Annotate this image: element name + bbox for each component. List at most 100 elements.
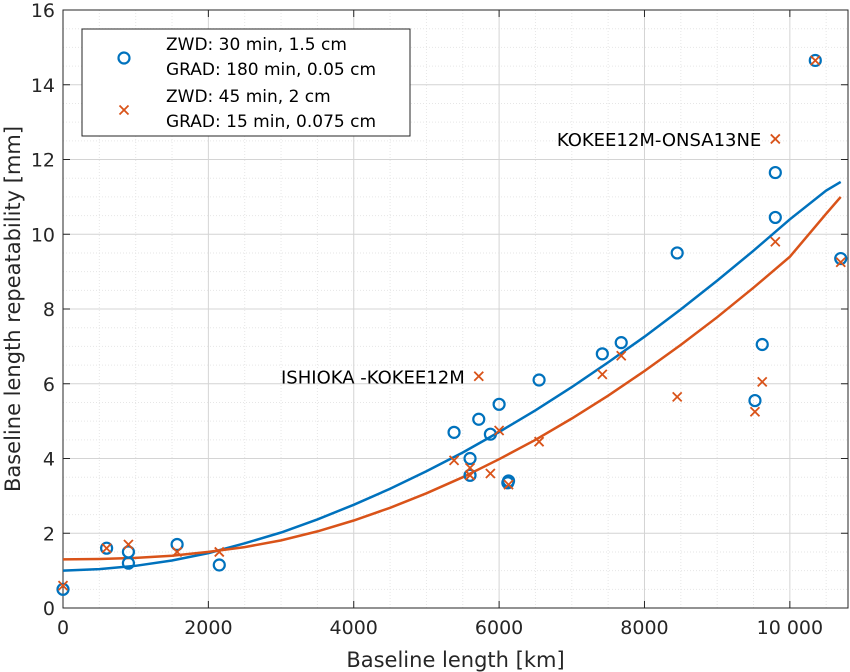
data-point-circle [501, 474, 516, 488]
x-tick-label: 10 000 [757, 617, 823, 639]
x-marker-stroke [123, 539, 134, 550]
data-point-x [448, 455, 460, 466]
data-point-x [118, 104, 130, 116]
x-marker-stroke [101, 543, 112, 554]
data-point-circle [100, 541, 114, 555]
x-marker-stroke [214, 546, 225, 558]
data-point-x [757, 376, 768, 388]
data-point-circle [614, 336, 628, 350]
y-tick-label: 6 [43, 374, 55, 396]
x-marker-stroke [473, 371, 484, 382]
y-tick-label: 14 [31, 75, 55, 97]
x-tick-label: 8000 [620, 617, 668, 639]
y-tick-label: 2 [43, 523, 55, 545]
x-marker-stroke [597, 369, 608, 380]
data-point-circle [670, 246, 684, 260]
data-point-circle [768, 210, 782, 225]
legend: ZWD: 30 min, 1.5 cm GRAD: 180 min, 0.05 c… [81, 28, 411, 137]
x-marker-stroke [171, 546, 183, 558]
y-tick-label: 12 [31, 150, 55, 172]
data-point-x [171, 546, 183, 558]
x-marker-stroke [57, 580, 69, 591]
data-point-x [533, 436, 545, 447]
data-point-x [616, 350, 627, 361]
x-marker-stroke [493, 425, 505, 436]
y-tick-label: 10 [31, 224, 55, 246]
data-point-circle [834, 251, 848, 266]
data-point-circle [748, 393, 762, 408]
x-marker-stroke [464, 470, 476, 481]
data-point-circle [463, 451, 477, 466]
annotation-label: ISHIOKA -KOKEE12M [281, 367, 465, 388]
legend-entry-line: ZWD: 45 min, 2 cm [166, 87, 331, 107]
x-marker-stroke [672, 391, 683, 402]
annotation-label: KOKEE12M-ONSA13NE [557, 130, 761, 151]
data-point-circle [472, 412, 486, 426]
x-marker-stroke [464, 462, 476, 473]
x-tick-label: 0 [57, 617, 69, 639]
data-point-x [503, 479, 514, 490]
data-point-circle [463, 468, 477, 482]
y-tick-label: 4 [43, 449, 55, 471]
data-point-x [101, 543, 112, 554]
y-tick-label: 16 [31, 0, 55, 22]
x-marker-stroke [485, 468, 496, 479]
y-tick-label: 8 [43, 299, 55, 321]
data-point-x [473, 371, 484, 382]
data-point-x [214, 546, 225, 558]
data-point-circle [212, 558, 226, 572]
x-marker-stroke [835, 257, 846, 268]
data-point-circle [768, 165, 782, 180]
x-marker-stroke [757, 376, 768, 388]
x-marker-stroke [810, 55, 821, 66]
data-point-x [770, 236, 781, 247]
x-marker-stroke [503, 479, 514, 490]
data-point-circle [595, 347, 609, 361]
legend-box [81, 28, 411, 137]
axis-ticks: 0 2000 4000 6000 8000 10 000 0 2 4 6 8 10 12 14 16 [31, 0, 848, 639]
data-point-x [672, 391, 683, 402]
data-point-x [123, 539, 134, 550]
data-point-x [464, 470, 476, 481]
x-marker-stroke [448, 455, 460, 466]
legend-entry-line: GRAD: 15 min, 0.075 cm [166, 112, 376, 132]
data-point-circle [755, 337, 769, 352]
data-point-x [493, 425, 505, 436]
data-point-x [810, 55, 821, 66]
x-tick-label: 6000 [475, 617, 523, 639]
x-marker-stroke [118, 104, 130, 116]
data-point-circle [447, 425, 461, 439]
annotations: KOKEE12M-ONSA13NE ISHIOKA -KOKEE12M [281, 130, 761, 388]
data-point-x [749, 406, 761, 417]
data-point-circle [532, 373, 546, 387]
x-marker-stroke [749, 406, 761, 417]
data-point-x [57, 580, 69, 591]
data-point-x [597, 369, 608, 380]
data-point-x [485, 468, 496, 479]
x-marker-stroke [533, 436, 545, 447]
data-point-circle [492, 397, 506, 411]
data-point-circle [117, 51, 131, 65]
fit-curve [62, 180, 842, 572]
data-points [56, 53, 848, 596]
y-axis-label: Baseline length repeatability [mm] [1, 126, 25, 492]
x-marker-stroke [616, 350, 627, 361]
x-axis-label: Baseline length [km] [346, 648, 564, 672]
fit-curves [62, 180, 842, 572]
y-tick-label: 0 [43, 598, 55, 620]
data-point-circle [121, 556, 136, 570]
data-point-circle [170, 537, 184, 552]
x-marker-stroke [770, 133, 781, 145]
data-point-circle [808, 53, 822, 68]
legend-entry-line: ZWD: 30 min, 1.5 cm [166, 35, 347, 55]
x-marker-stroke [770, 236, 781, 247]
data-point-x [835, 257, 846, 268]
data-point-x [464, 462, 476, 473]
data-point-circle [56, 582, 70, 596]
legend-entry-line: GRAD: 180 min, 0.05 cm [166, 60, 376, 80]
x-tick-label: 4000 [330, 617, 378, 639]
data-point-x [770, 133, 781, 145]
fit-curve [62, 196, 842, 561]
x-tick-label: 2000 [184, 617, 232, 639]
